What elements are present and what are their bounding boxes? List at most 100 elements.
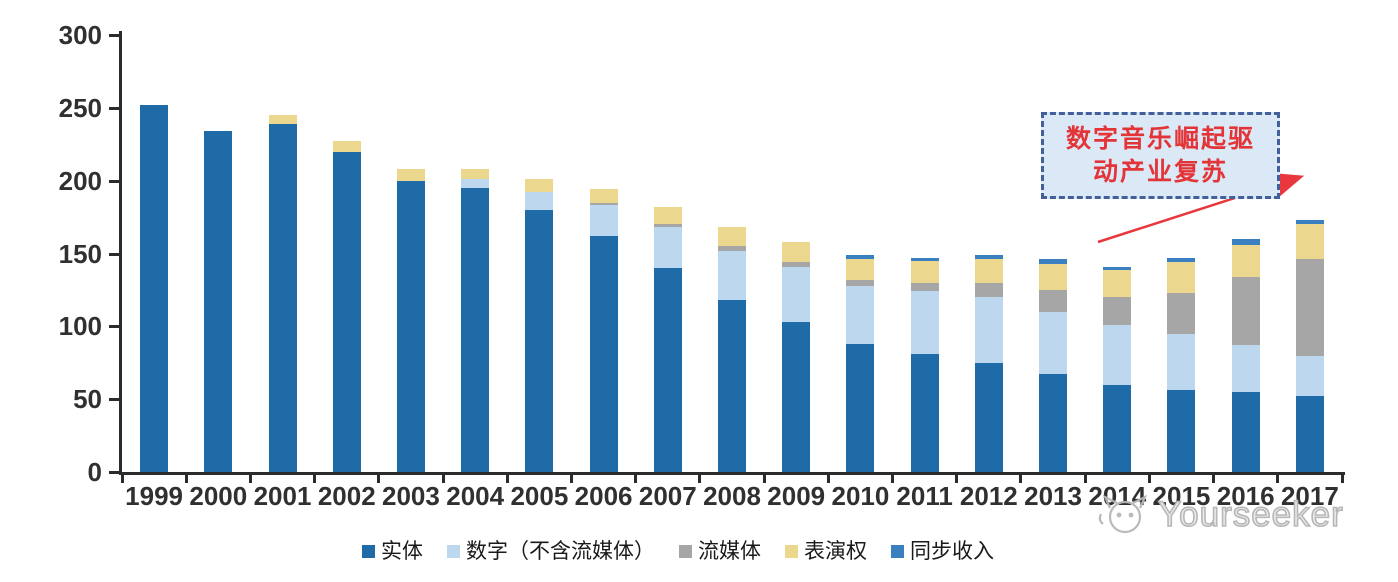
bar-segment-2001: [268, 115, 297, 124]
bar-segment-2016: [1231, 391, 1260, 472]
legend-item: 实体: [362, 541, 423, 562]
y-axis-label: 200: [58, 165, 102, 196]
bar-segment-2014: [1103, 269, 1132, 298]
bar-2014: [1103, 266, 1132, 472]
bar-segment-2004: [461, 179, 490, 188]
bar-segment-2010: [846, 254, 875, 260]
y-axis-tick: [109, 325, 119, 329]
bar-segment-2012: [974, 362, 1003, 472]
bar-segment-2008: [718, 246, 746, 251]
bar-2015: [1167, 257, 1196, 472]
bar-segment-2006: [589, 189, 618, 203]
x-axis-tick: [1147, 474, 1151, 483]
bar-2001: [268, 115, 297, 472]
bar-segment-2014: [1103, 324, 1132, 385]
x-axis-label: 2012: [959, 481, 1018, 511]
bar-2012: [974, 254, 1003, 472]
x-axis-label: 2011: [896, 481, 953, 511]
bar-segment-2006: [589, 236, 618, 472]
legend-swatch: [785, 545, 798, 558]
bar-2016: [1231, 239, 1260, 472]
bar-segment-2015: [1167, 292, 1196, 334]
annotation-text-line2: 动产业复苏: [1092, 157, 1228, 186]
x-axis-tick: [505, 474, 509, 483]
bar-segment-2011: [910, 291, 939, 354]
legend-item: 数字（不含流媒体）: [447, 541, 655, 562]
bar-2006: [589, 189, 618, 472]
y-axis-tick: [109, 471, 119, 474]
x-axis-tick: [248, 474, 252, 483]
x-axis-tick: [826, 474, 830, 483]
x-axis-label: 2010: [831, 481, 890, 511]
legend-item: 流媒体: [679, 541, 761, 562]
legend-swatch: [679, 545, 692, 558]
bar-segment-2009: [782, 262, 811, 267]
x-axis-label: 2008: [703, 481, 761, 511]
bar-segment-2002: [332, 141, 361, 152]
bar-segment-2008: [718, 300, 746, 472]
x-axis-line: [119, 472, 1345, 475]
bar-segment-2010: [846, 259, 875, 280]
bar-segment-2010: [846, 343, 875, 472]
bar-segment-2013: [1039, 374, 1068, 472]
bar-2000: [204, 131, 233, 472]
bar-segment-2006: [589, 202, 618, 206]
bar-segment-2001: [268, 123, 297, 472]
x-axis-tick: [698, 474, 702, 483]
bar-segment-2011: [910, 257, 939, 261]
bar-2007: [653, 206, 682, 472]
legend-swatch: [362, 545, 375, 558]
bar-segment-2007: [653, 224, 682, 228]
y-axis-label: 150: [58, 238, 102, 269]
y-axis-label: 0: [87, 457, 102, 487]
y-axis-label: 50: [73, 384, 102, 415]
bar-segment-1999: [140, 104, 169, 472]
legend-label: 同步收入: [910, 540, 994, 563]
x-axis-tick: [313, 474, 317, 483]
x-axis-label: 2009: [767, 481, 826, 511]
legend-label: 数字（不含流媒体）: [466, 540, 655, 563]
x-axis-tick: [569, 474, 573, 483]
x-axis-label: 2004: [446, 481, 505, 511]
x-axis-label: 2013: [1024, 481, 1082, 511]
bar-segment-2015: [1167, 390, 1196, 472]
bar-segment-2017: [1295, 259, 1324, 356]
x-axis-tick: [1212, 474, 1216, 483]
bar-segment-2013: [1039, 259, 1068, 264]
bar-2010: [846, 254, 875, 472]
bar-segment-2009: [782, 322, 811, 472]
bar-segment-2008: [718, 227, 746, 247]
bar-segment-2003: [396, 180, 425, 472]
x-axis-tick: [441, 474, 445, 483]
bar-segment-2015: [1167, 257, 1196, 263]
x-axis-tick: [634, 474, 638, 483]
x-axis-label: 2015: [1152, 481, 1211, 511]
bar-2011: [910, 257, 939, 472]
bar-segment-2017: [1295, 396, 1324, 472]
y-axis-tick: [109, 179, 119, 183]
bar-segment-2012: [974, 282, 1003, 298]
bar-2013: [1039, 259, 1068, 472]
bar-segment-2011: [910, 260, 939, 283]
bar-1999: [140, 104, 169, 472]
bar-segment-2006: [589, 205, 618, 236]
bar-segment-2014: [1103, 384, 1132, 472]
y-axis-label: 300: [58, 20, 102, 50]
x-axis-tick: [1340, 474, 1344, 483]
x-axis-label: 2016: [1216, 481, 1275, 511]
bar-segment-2016: [1231, 239, 1260, 245]
x-axis-label: 2003: [382, 481, 440, 511]
bar-segment-2005: [525, 209, 554, 472]
legend-item: 同步收入: [891, 541, 994, 562]
x-axis-label: 1999: [125, 481, 184, 511]
bar-segment-2012: [974, 254, 1003, 260]
bar-2005: [525, 179, 554, 472]
bar-segment-2002: [332, 151, 361, 472]
y-axis-tick: [109, 34, 119, 37]
bar-segment-2009: [782, 266, 811, 322]
y-axis-tick: [109, 106, 119, 110]
y-axis-tick: [109, 252, 119, 256]
x-axis-label: 2002: [317, 481, 376, 511]
bar-segment-2004: [461, 187, 490, 472]
